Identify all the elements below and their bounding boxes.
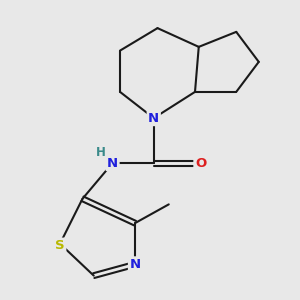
Text: O: O	[195, 157, 206, 169]
Text: N: N	[107, 157, 118, 169]
Text: N: N	[148, 112, 159, 124]
Text: H: H	[96, 146, 105, 159]
Text: N: N	[129, 258, 141, 271]
Text: S: S	[55, 239, 65, 252]
